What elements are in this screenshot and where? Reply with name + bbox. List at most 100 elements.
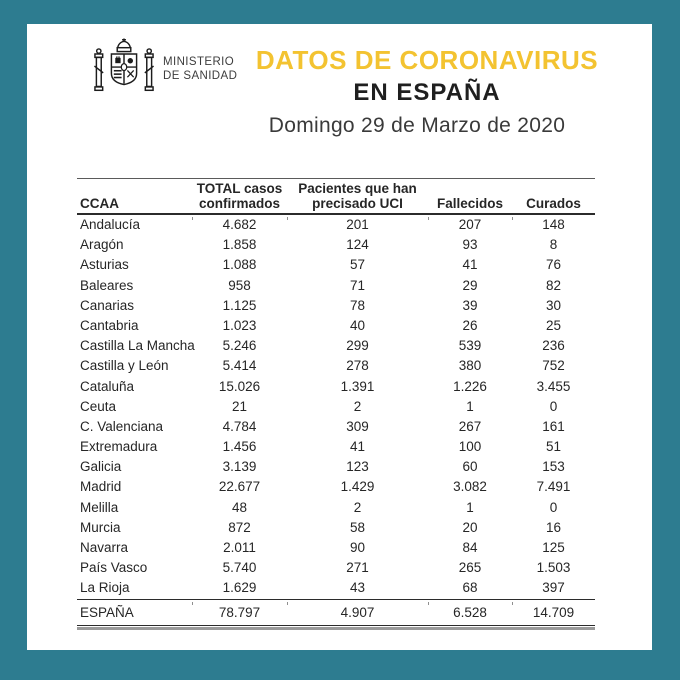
- cell-total: 5.246: [222, 338, 257, 354]
- covid-data-table: CCAA TOTAL casos confirmados Pacientes q…: [77, 178, 595, 630]
- cell-fallecidos: 68: [462, 580, 478, 596]
- cell-total: 1.858: [222, 237, 257, 253]
- cell-total: 15.026: [218, 378, 261, 394]
- cell-ccaa: Aragón: [80, 237, 124, 253]
- cell-total: 48: [231, 499, 248, 515]
- table-top-rule: [77, 178, 595, 179]
- table-row: Melilla 48 2 1 0: [77, 498, 595, 518]
- table-body: Andalucía 4.682 201 207 148 Aragón 1.858 124 93 8…: [77, 215, 595, 599]
- cell-total: 4.784: [222, 418, 257, 434]
- total-cell-uci: 4.907: [340, 604, 375, 620]
- table-row: Extremadura 1.456 41 100 51: [77, 437, 595, 457]
- cell-fallecidos: 60: [462, 459, 478, 475]
- cell-total: 872: [228, 519, 251, 535]
- table-bottom-rule-dark: [77, 624, 595, 626]
- cell-total: 1.125: [222, 297, 257, 313]
- cell-fallecidos: 3.082: [453, 479, 487, 495]
- cell-total: 1.456: [222, 439, 257, 455]
- table-row: Castilla La Mancha 5.246 299 539 236: [77, 336, 595, 356]
- total-row: ESPAÑA 78.797 4.907 6.528 14.709: [77, 600, 595, 625]
- cell-ccaa: Galicia: [80, 459, 122, 475]
- cell-uci: 43: [349, 580, 366, 596]
- cell-total: 958: [228, 277, 251, 293]
- cell-fallecidos: 93: [462, 237, 478, 253]
- cell-fallecidos: 380: [458, 358, 482, 374]
- table-row: Aragón 1.858 124 93 8: [77, 235, 595, 255]
- total-row-top-rule: [77, 598, 595, 605]
- cell-uci: 2: [353, 398, 362, 414]
- cell-curados: 3.455: [536, 378, 571, 394]
- cell-ccaa: Navarra: [80, 540, 129, 555]
- date-label: Domingo 29 de Marzo de 2020: [268, 114, 566, 137]
- cell-ccaa: Murcia: [80, 519, 121, 535]
- column-header-curados: Curados: [526, 196, 581, 211]
- cell-uci: 58: [349, 519, 366, 535]
- cell-fallecidos: 267: [458, 418, 482, 434]
- cell-curados: 1.503: [536, 560, 571, 576]
- column-header-ccaa: CCAA: [80, 196, 119, 211]
- cell-curados: 30: [545, 297, 562, 313]
- cell-total: 1.023: [222, 317, 257, 333]
- cell-fallecidos: 39: [462, 297, 478, 313]
- column-header-uci: Pacientes que han precisado UCI: [298, 181, 417, 211]
- cell-curados: 0: [549, 499, 558, 515]
- cell-uci: 123: [346, 459, 369, 475]
- ministry-name: MINISTERIO DE SANIDAD: [163, 56, 238, 82]
- table-header-row: CCAA TOTAL casos confirmados Pacientes q…: [77, 179, 595, 213]
- cell-curados: 76: [545, 257, 562, 273]
- cell-fallecidos: 41: [462, 257, 478, 273]
- cell-total: 5.740: [222, 560, 257, 576]
- cell-ccaa: Castilla La Mancha: [80, 338, 195, 354]
- cell-ccaa: Madrid: [80, 479, 122, 495]
- cell-uci: 71: [349, 277, 366, 293]
- cell-uci: 57: [349, 257, 366, 273]
- cell-curados: 8: [549, 237, 558, 253]
- cell-uci: 40: [349, 317, 366, 333]
- cell-ccaa: Baleares: [80, 277, 134, 293]
- cell-curados: 752: [542, 358, 565, 374]
- table-row: La Rioja 1.629 43 68 397: [77, 578, 595, 598]
- table-row: Galicia 3.139 123 60 153: [77, 457, 595, 477]
- cell-curados: 25: [545, 317, 562, 333]
- cell-curados: 153: [542, 459, 565, 475]
- cell-ccaa: C. Valenciana: [80, 418, 164, 434]
- cell-fallecidos: 26: [462, 317, 478, 333]
- table-row: Navarra 2.011 90 84 125: [77, 538, 595, 558]
- coat-of-arms-icon: [94, 38, 154, 92]
- cell-uci: 90: [349, 540, 366, 555]
- cell-ccaa: Castilla y León: [80, 358, 169, 374]
- cell-curados: 0: [549, 398, 558, 414]
- table-row: Asturias 1.088 57 41 76: [77, 255, 595, 275]
- cell-fallecidos: 29: [462, 277, 478, 293]
- cell-ccaa: Andalucía: [80, 217, 141, 232]
- cell-total: 3.139: [222, 459, 257, 475]
- cell-fallecidos: 1.226: [453, 378, 487, 394]
- table-row: Canarias 1.125 78 39 30: [77, 296, 595, 316]
- cell-uci: 299: [346, 338, 369, 354]
- cell-ccaa: Extremadura: [80, 439, 158, 455]
- cell-curados: 16: [545, 519, 562, 535]
- cell-curados: 125: [542, 540, 565, 555]
- cell-uci: 1.391: [340, 378, 375, 394]
- cell-curados: 397: [542, 580, 565, 596]
- content-card: MINISTERIO DE SANIDAD DATOS DE CORONAVIR…: [27, 24, 652, 650]
- cell-total: 21: [231, 398, 248, 414]
- cell-uci: 124: [346, 237, 369, 253]
- cell-ccaa: Asturias: [80, 257, 129, 273]
- cell-ccaa: Melilla: [80, 499, 119, 515]
- column-header-total: TOTAL casos confirmados: [196, 181, 283, 211]
- total-cell-curados: 14.709: [532, 604, 575, 620]
- cell-total: 2.011: [223, 540, 256, 555]
- cell-curados: 7.491: [536, 479, 571, 495]
- cell-uci: 278: [346, 358, 369, 374]
- column-header-fallecidos: Fallecidos: [436, 196, 504, 211]
- cell-total: 22.677: [218, 479, 261, 495]
- cell-total: 5.414: [222, 358, 257, 374]
- ministry-logo: MINISTERIO DE SANIDAD: [93, 36, 263, 102]
- table-row: C. Valenciana 4.784 309 267 161: [77, 417, 595, 437]
- cell-curados: 161: [542, 418, 565, 434]
- table-row: Andalucía 4.682 201 207 148: [77, 215, 595, 235]
- cell-ccaa: País Vasco: [80, 560, 148, 576]
- table-row: Castilla y León 5.414 278 380 752: [77, 356, 595, 376]
